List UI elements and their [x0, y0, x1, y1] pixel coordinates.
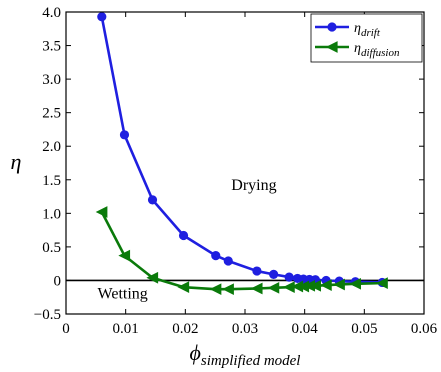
x-tick-label: 0.03	[232, 321, 258, 337]
x-tick-label: 0	[62, 321, 70, 337]
data-point-diffusion	[333, 278, 345, 291]
legend-entry-drift: ηdrift	[315, 21, 381, 39]
data-point-diffusion	[222, 283, 234, 296]
data-point-diffusion	[320, 279, 332, 291]
legend-label-symbol: η	[354, 21, 361, 36]
x-axis-label-subscript: simplified model	[201, 353, 301, 369]
legend-label-symbol: η	[354, 41, 361, 56]
data-point-diffusion	[309, 279, 322, 292]
data-point-diffusion	[177, 281, 190, 294]
legend-marker-drift	[327, 22, 337, 32]
data-point-drift	[97, 12, 107, 22]
data-point-drift	[211, 251, 221, 261]
data-point-diffusion	[146, 271, 159, 284]
data-point-diffusion	[118, 249, 131, 262]
data-point-drift	[178, 230, 189, 241]
data-point-drift	[284, 272, 294, 282]
data-point-diffusion	[95, 206, 108, 218]
legend-label-drift: ηdrift	[354, 21, 381, 39]
plot-frame	[65, 11, 425, 315]
x-tick-label: 0.06	[411, 321, 438, 337]
legend-box	[310, 13, 423, 63]
ticks-layer: 0 0.01 0.02 0.03 0.04 0.05 0.06−0.500.51.01.52…	[34, 5, 438, 337]
legend-entry-diffusion: ηdiffusion	[315, 41, 400, 59]
y-tick-label: 2.5	[42, 106, 61, 122]
series-diffusion	[95, 206, 388, 296]
y-tick-label: 2.0	[42, 139, 61, 155]
x-tick-label: 0.01	[113, 321, 139, 337]
y-axis-label: η	[11, 149, 22, 174]
x-tick-label: 0.02	[172, 321, 198, 337]
annotation-wetting: Wetting	[98, 286, 148, 303]
data-point-diffusion	[376, 277, 388, 289]
data-point-diffusion	[250, 282, 263, 295]
y-tick-label: 1.5	[42, 173, 61, 189]
legend-label-diffusion: ηdiffusion	[354, 41, 400, 59]
series-layer	[95, 12, 388, 296]
y-tick-label: 3.5	[42, 39, 61, 55]
data-point-drift	[119, 130, 130, 140]
data-point-drift	[223, 256, 233, 266]
y-tick-label: 4.0	[42, 5, 61, 21]
y-tick-label: 3.0	[42, 72, 61, 88]
legend: ηdrift ηdiffusion	[310, 13, 423, 63]
data-point-diffusion	[349, 277, 361, 290]
y-tick-label: 1.0	[42, 206, 61, 222]
legend-marker-diffusion	[325, 41, 338, 53]
x-axis-label: ϕsimplified model	[190, 340, 301, 369]
data-point-drift	[252, 266, 262, 276]
legend-label-subscript: drift	[361, 27, 381, 39]
y-tick-label: 0	[54, 273, 62, 289]
y-tick-label: 0.5	[42, 240, 61, 256]
annotation-drying: Drying	[231, 177, 276, 194]
data-point-drift	[147, 195, 158, 205]
x-axis-label-symbol: ϕ	[190, 340, 201, 365]
data-point-diffusion	[209, 283, 222, 296]
y-tick-label: −0.5	[34, 307, 61, 323]
legend-label-subscript: diffusion	[361, 47, 400, 59]
data-point-diffusion	[267, 281, 280, 294]
data-point-drift	[269, 269, 279, 280]
x-tick-label: 0.05	[351, 321, 377, 337]
x-tick-label: 0.04	[292, 321, 319, 337]
